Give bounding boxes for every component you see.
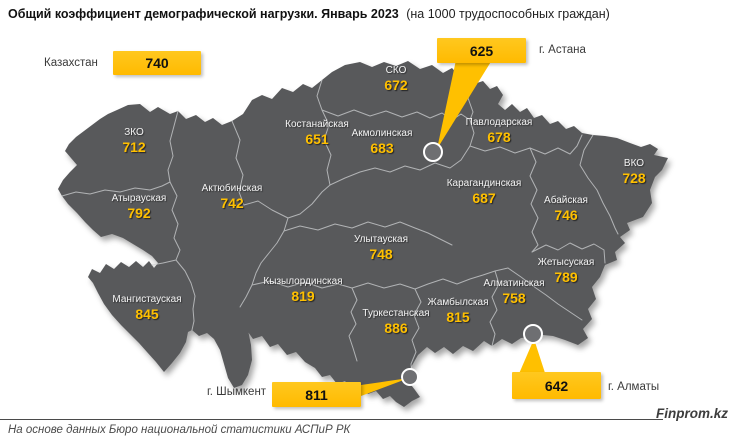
almaty-marker [523, 324, 543, 344]
shymkent-value: 811 [305, 386, 328, 403]
astana-value-box: 625 [437, 38, 526, 63]
brand-logo: Finprom.kz [655, 406, 728, 421]
astana-label: г. Астана [539, 44, 586, 56]
almaty-value: 642 [544, 377, 569, 394]
shymkent-value-box: 811 [272, 382, 361, 407]
title-main: Общий коэффициент демографической нагруз… [8, 7, 399, 21]
astana-marker [423, 142, 443, 162]
almaty-label: г. Алматы [608, 381, 660, 393]
astana-callout-tail [437, 60, 492, 149]
shymkent-callout-tail [361, 378, 409, 396]
almaty-callout-tail [518, 339, 546, 376]
shymkent-marker [401, 368, 419, 386]
national-value: 740 [145, 55, 169, 71]
title-note: (на 1000 трудоспособных граждан) [406, 7, 610, 21]
astana-value: 625 [469, 42, 494, 59]
footer-divider [0, 419, 663, 420]
almaty-value-box: 642 [512, 372, 601, 399]
country-shape [58, 61, 668, 407]
page-title: Общий коэффициент демографической нагруз… [8, 7, 610, 21]
national-value-box: 740 [113, 51, 201, 75]
national-label: Казахстан [44, 57, 98, 69]
source-note: На основе данных Бюро национальной стати… [8, 424, 351, 436]
shymkent-label: г. Шымкент [207, 386, 267, 398]
region-borders [61, 79, 619, 375]
